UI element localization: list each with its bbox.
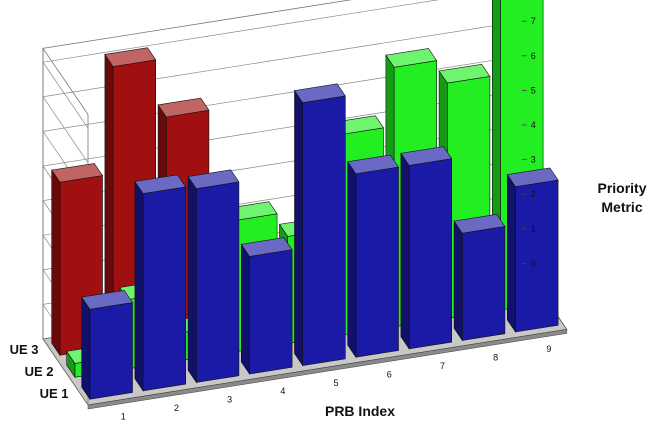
x-axis-title: PRB Index: [325, 403, 395, 419]
x-tick-label: 2: [174, 403, 179, 413]
gridline: [42, 0, 440, 129]
x-tick-label: 1: [121, 411, 126, 421]
y-tick-labels: 012345678: [521, 16, 536, 268]
y-tick-label: 2: [531, 189, 536, 199]
x-tick-label: 3: [227, 395, 232, 405]
series-label: UE 3: [10, 342, 39, 357]
bars: [51, 0, 559, 401]
bar: [347, 154, 400, 359]
y-tick-label: 7: [531, 16, 536, 26]
bar: [400, 146, 453, 350]
y-tick-label: 3: [531, 155, 536, 165]
x-tick-label: 9: [546, 344, 551, 354]
bar: [293, 83, 346, 367]
bar: [240, 237, 293, 375]
y-tick-label: 6: [531, 51, 536, 61]
y-tick-label: 5: [531, 85, 536, 95]
x-tick-label: 8: [493, 353, 498, 363]
floor-edge: [87, 329, 568, 410]
x-tick-label: 7: [440, 361, 445, 371]
y-tick-label: 4: [531, 120, 536, 130]
bar: [453, 213, 506, 342]
x-tick-label: 6: [387, 369, 392, 379]
series-label: UE 2: [25, 364, 54, 379]
y-tick-label: 1: [531, 224, 536, 234]
gridline: [42, 20, 522, 163]
x-tick-label: 4: [280, 386, 285, 396]
bar: [506, 167, 559, 333]
series-labels: UE 1 UE 2 UE 3: [10, 342, 69, 401]
y-tick-label: 0: [531, 258, 536, 268]
series-label: UE 1: [40, 386, 69, 401]
bar: [134, 174, 187, 392]
y-axis-title: Priority Metric: [597, 180, 646, 215]
x-tick-label: 5: [334, 378, 339, 388]
x-tick-labels: 1 2 3 4 5 6 7 8 9: [121, 344, 552, 421]
bar: [187, 169, 240, 384]
bar: [81, 290, 134, 401]
